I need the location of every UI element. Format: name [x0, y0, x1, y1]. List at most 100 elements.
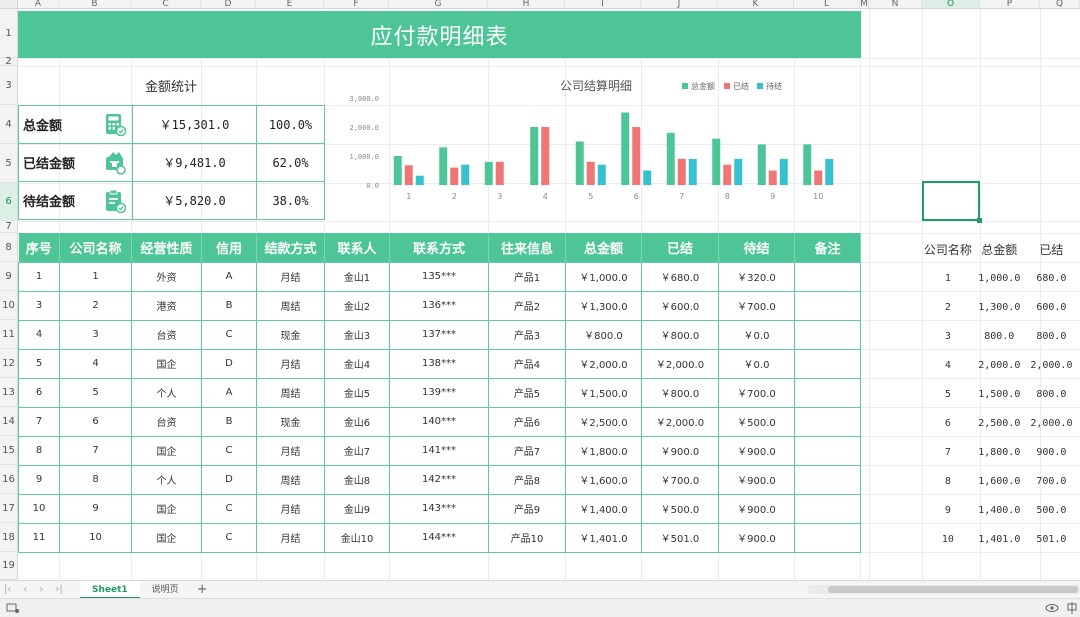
table-cell[interactable]: 2: [59, 290, 132, 321]
table-cell[interactable]: ￥1,300.0: [565, 290, 642, 321]
table-cell[interactable]: 10: [18, 493, 60, 524]
first-sheet-icon[interactable]: |‹: [4, 584, 12, 595]
column-header[interactable]: Q: [1040, 0, 1080, 9]
table-cell[interactable]: 产品6: [488, 406, 566, 437]
bar[interactable]: [530, 127, 539, 185]
column-header[interactable]: D: [201, 0, 256, 9]
bar[interactable]: [779, 158, 788, 185]
table-cell[interactable]: C: [201, 493, 257, 524]
table-cell[interactable]: 7: [59, 435, 132, 466]
side-cell[interactable]: 1,500.0: [978, 389, 1021, 400]
column-header-cell[interactable]: 待结: [718, 233, 795, 262]
table-cell[interactable]: 143***: [389, 493, 489, 524]
column-header-cell[interactable]: 公司名称: [59, 233, 132, 262]
table-cell[interactable]: [794, 377, 861, 408]
table-cell[interactable]: 金山7: [324, 435, 390, 466]
bar[interactable]: [439, 147, 448, 185]
side-cell[interactable]: 5: [944, 389, 951, 400]
column-header-cell[interactable]: 结款方式: [256, 233, 325, 262]
table-cell[interactable]: 月结: [256, 348, 325, 379]
stats-amount[interactable]: ￥9,481.0: [132, 143, 257, 182]
side-cell[interactable]: 4: [944, 360, 951, 371]
table-cell[interactable]: ￥1,400.0: [565, 493, 642, 524]
table-cell[interactable]: 5: [59, 377, 132, 408]
side-cell[interactable]: 1,800.0: [978, 447, 1021, 458]
side-cell[interactable]: 2,000.0: [1030, 360, 1073, 371]
table-cell[interactable]: [794, 406, 861, 437]
side-cell[interactable]: 6: [944, 418, 951, 429]
table-cell[interactable]: 月结: [256, 261, 325, 292]
scrollbar-thumb[interactable]: [828, 586, 1078, 593]
table-cell[interactable]: 139***: [389, 377, 489, 408]
column-header-cell[interactable]: 经营性质: [131, 233, 202, 262]
side-cell[interactable]: 3: [944, 331, 951, 342]
table-cell[interactable]: [794, 435, 861, 466]
table-cell[interactable]: 产品9: [488, 493, 566, 524]
stats-amount[interactable]: ￥15,301.0: [132, 105, 257, 144]
column-header[interactable]: A: [18, 0, 59, 9]
bar[interactable]: [712, 138, 721, 185]
table-cell[interactable]: D: [201, 348, 257, 379]
table-cell[interactable]: 11: [18, 522, 60, 553]
table-cell[interactable]: 产品10: [488, 522, 566, 553]
column-header-cell[interactable]: 信用: [201, 233, 257, 262]
table-cell[interactable]: 5: [18, 348, 60, 379]
table-cell[interactable]: 产品3: [488, 319, 566, 350]
bar[interactable]: [723, 164, 732, 185]
table-cell[interactable]: 4: [18, 319, 60, 350]
bar[interactable]: [803, 144, 812, 185]
table-cell[interactable]: ￥2,500.0: [565, 406, 642, 437]
table-cell[interactable]: 现金: [256, 319, 325, 350]
side-cell[interactable]: 1,000.0: [978, 273, 1021, 284]
side-cell[interactable]: 800.0: [1036, 389, 1067, 400]
bar[interactable]: [814, 170, 823, 185]
table-cell[interactable]: 国企: [131, 348, 202, 379]
bar[interactable]: [541, 127, 550, 185]
side-cell[interactable]: 9: [944, 505, 951, 516]
table-cell[interactable]: B: [201, 290, 257, 321]
table-cell[interactable]: 4: [59, 348, 132, 379]
side-cell[interactable]: 680.0: [1036, 273, 1067, 284]
side-header-cell[interactable]: 公司名称: [923, 243, 972, 257]
table-cell[interactable]: [794, 493, 861, 524]
table-cell[interactable]: ￥0.0: [718, 319, 795, 350]
table-cell[interactable]: ￥900.0: [718, 493, 795, 524]
row-header[interactable]: 6: [0, 183, 18, 221]
bar[interactable]: [768, 170, 777, 186]
table-cell[interactable]: 产品2: [488, 290, 566, 321]
table-cell[interactable]: 9: [18, 464, 60, 495]
column-header[interactable]: G: [389, 0, 488, 9]
bar[interactable]: [404, 165, 413, 185]
table-cell[interactable]: 8: [18, 435, 60, 466]
row-header[interactable]: 9: [0, 262, 18, 291]
table-cell[interactable]: ￥501.0: [641, 522, 719, 553]
bar[interactable]: [734, 158, 743, 185]
column-header-cell[interactable]: 联系方式: [389, 233, 489, 262]
table-cell[interactable]: 金山6: [324, 406, 390, 437]
side-cell[interactable]: 800.0: [984, 331, 1015, 342]
table-cell[interactable]: ￥700.0: [718, 377, 795, 408]
table-cell[interactable]: ￥900.0: [718, 522, 795, 553]
side-cell[interactable]: 1,400.0: [978, 505, 1021, 516]
row-header[interactable]: 2: [0, 56, 18, 67]
bar[interactable]: [597, 164, 606, 185]
table-cell[interactable]: ￥900.0: [641, 435, 719, 466]
table-cell[interactable]: ￥800.0: [565, 319, 642, 350]
bar[interactable]: [586, 161, 595, 185]
side-cell[interactable]: 600.0: [1036, 302, 1067, 313]
row-header[interactable]: 15: [0, 436, 18, 465]
table-cell[interactable]: 1: [59, 261, 132, 292]
table-cell[interactable]: 产品7: [488, 435, 566, 466]
column-header[interactable]: K: [718, 0, 794, 9]
table-cell[interactable]: 月结: [256, 435, 325, 466]
table-cell[interactable]: 台资: [131, 406, 202, 437]
table-cell[interactable]: [794, 348, 861, 379]
column-header-cell[interactable]: 序号: [18, 233, 60, 262]
table-cell[interactable]: ￥900.0: [718, 435, 795, 466]
table-cell[interactable]: 10: [59, 522, 132, 553]
table-cell[interactable]: 3: [18, 290, 60, 321]
settlement-bar-chart[interactable]: 公司结算明细 总金额 已结 待结 0.0 1,000.0 2,000.0 3,000.0 1 2 3…: [336, 70, 846, 210]
input-method-icon[interactable]: [1066, 602, 1078, 614]
column-header[interactable]: J: [641, 0, 718, 9]
